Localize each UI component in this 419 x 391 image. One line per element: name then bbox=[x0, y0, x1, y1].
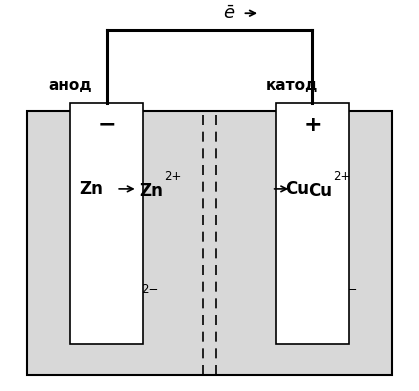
Text: $\bar{e}$: $\bar{e}$ bbox=[223, 5, 235, 23]
Text: SO: SO bbox=[114, 289, 140, 307]
Text: Cu: Cu bbox=[309, 182, 333, 200]
Text: анод: анод bbox=[48, 79, 92, 93]
Text: Zn: Zn bbox=[79, 180, 103, 198]
Text: 2+: 2+ bbox=[164, 170, 181, 183]
Bar bbox=[27, 111, 392, 375]
Text: Zn: Zn bbox=[140, 182, 163, 200]
Text: 4: 4 bbox=[136, 301, 143, 314]
Bar bbox=[70, 103, 143, 344]
Text: 2−: 2− bbox=[340, 283, 357, 296]
Text: Cu: Cu bbox=[285, 180, 309, 198]
Text: 4: 4 bbox=[334, 301, 341, 314]
Bar bbox=[276, 103, 349, 344]
Text: SO: SO bbox=[313, 289, 339, 307]
Text: 2−: 2− bbox=[142, 283, 159, 296]
Text: катод: катод bbox=[266, 79, 318, 93]
Text: +: + bbox=[303, 115, 322, 135]
Text: 2+: 2+ bbox=[333, 170, 350, 183]
Text: −: − bbox=[97, 115, 116, 135]
